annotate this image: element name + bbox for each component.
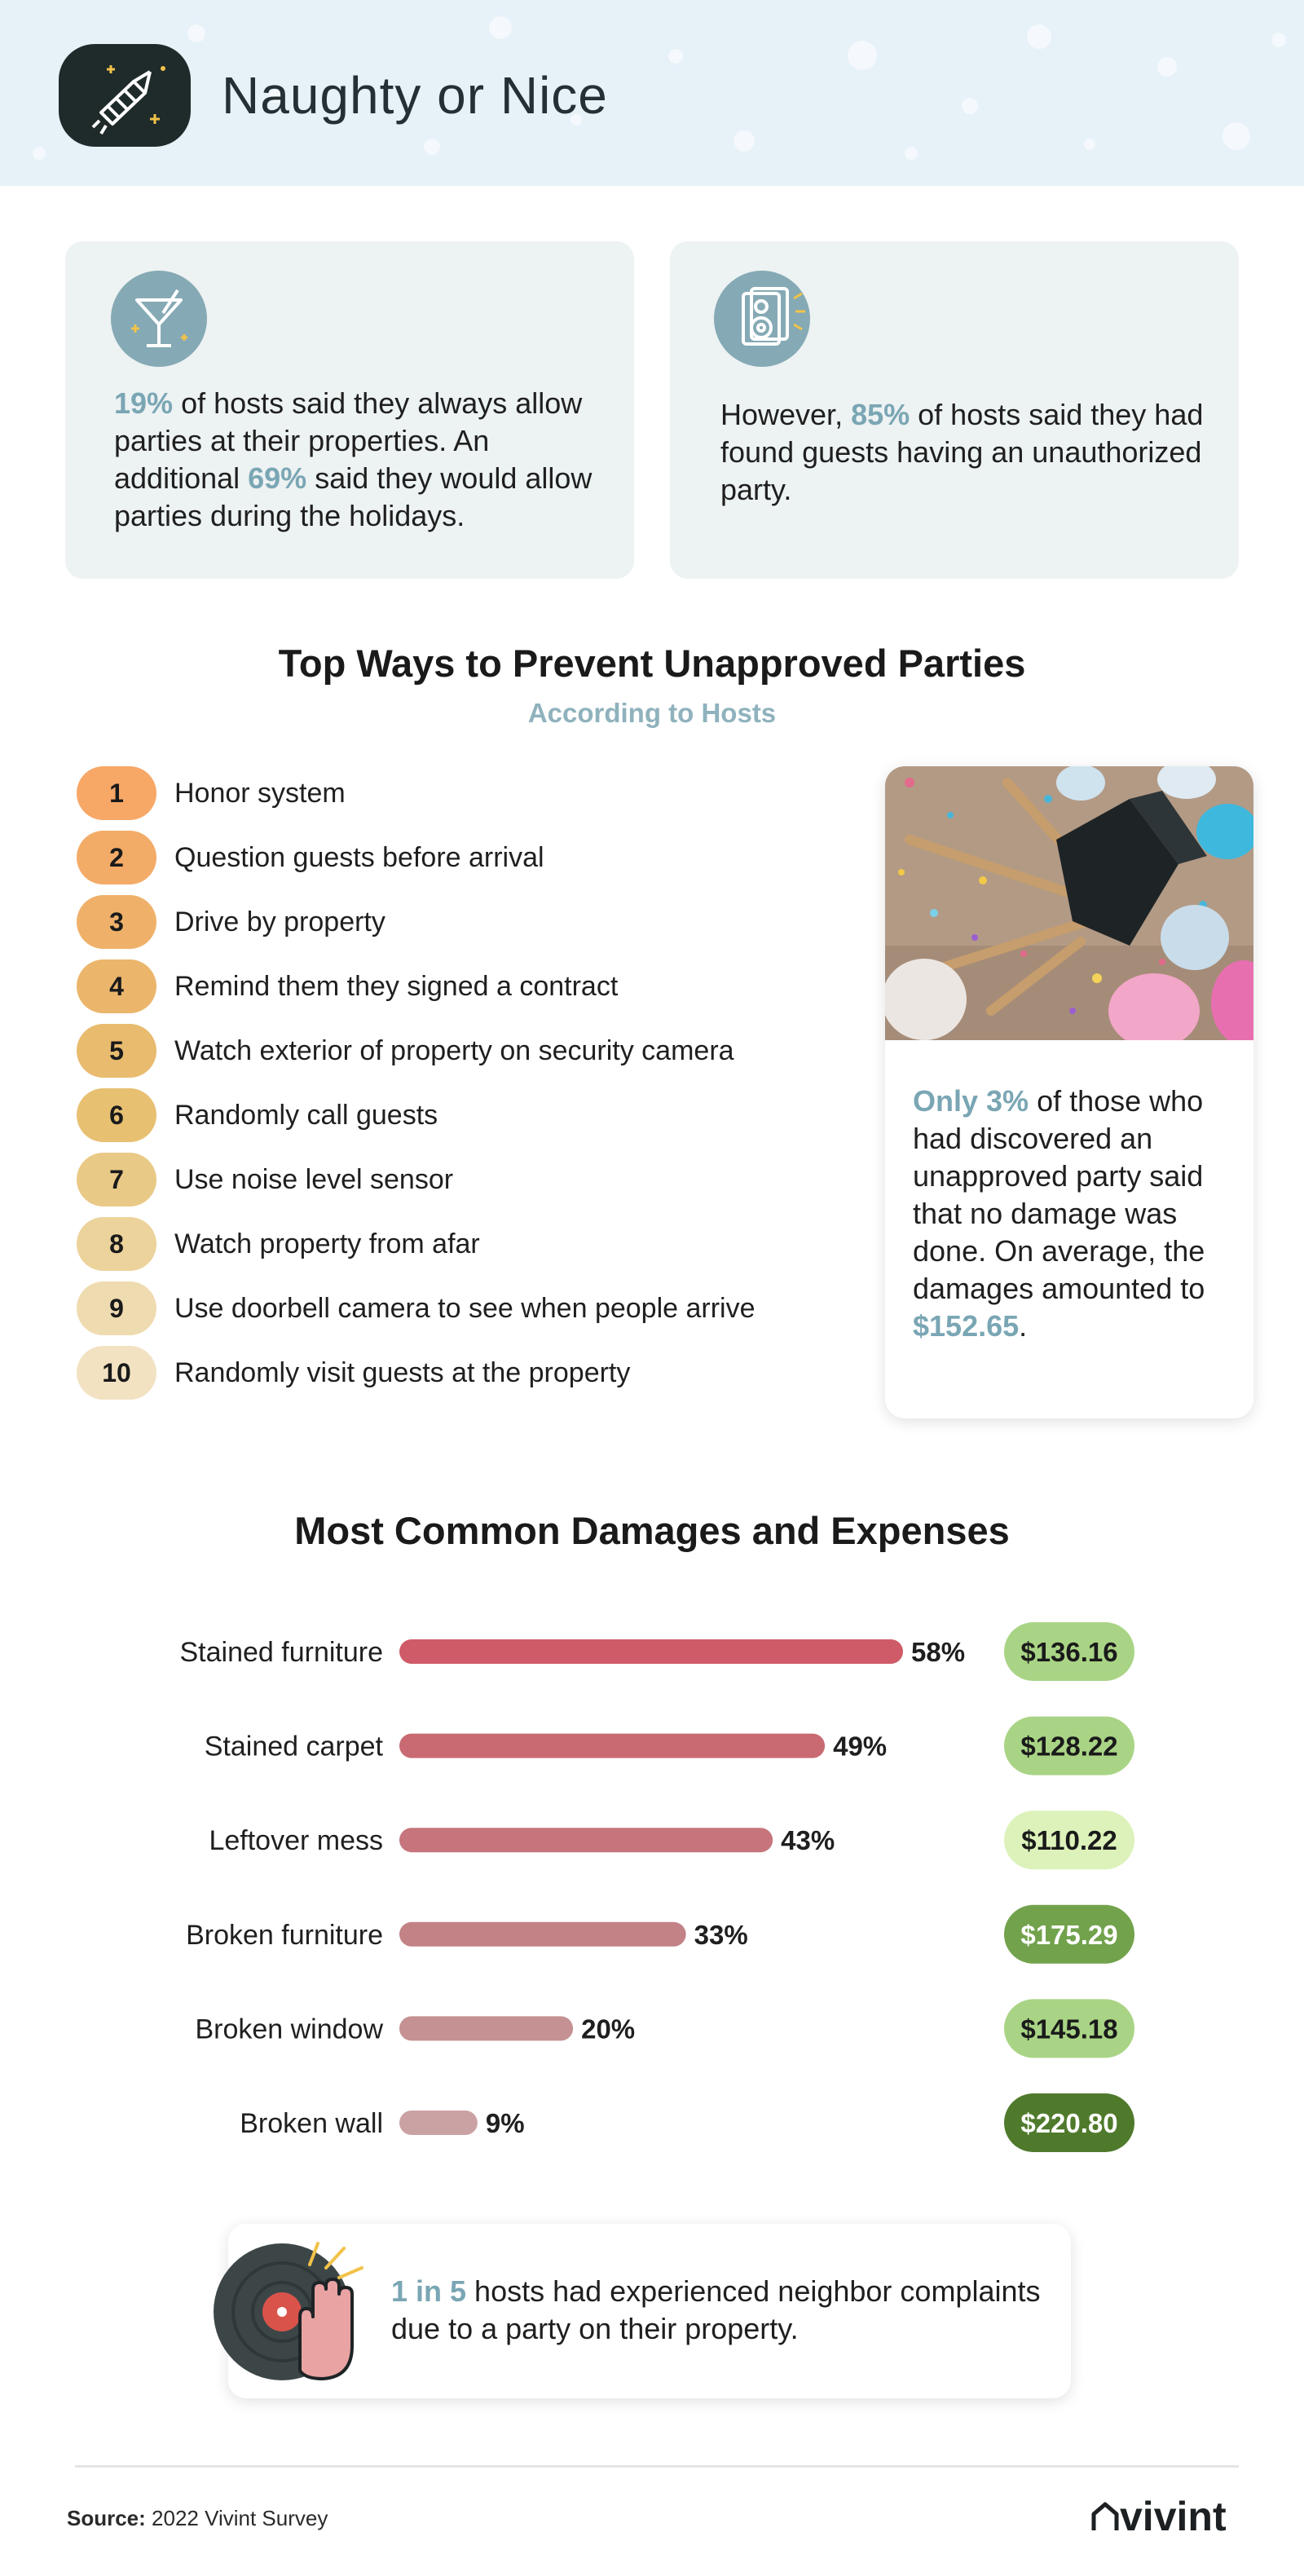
rank-badge: 1 bbox=[77, 766, 156, 820]
text-segment: of hosts said they always allow parties … bbox=[114, 386, 583, 495]
text-segment: of hosts said they had found guests havi… bbox=[720, 398, 1204, 506]
cost-badge bbox=[1004, 1716, 1134, 1775]
text-segment: . bbox=[1019, 1309, 1028, 1343]
photo-card: Only 3% of those who had discovered an u… bbox=[885, 766, 1253, 1418]
percent-label: 33% bbox=[694, 1920, 748, 1950]
cost-badge bbox=[1004, 1811, 1134, 1870]
brand-logo: vivint bbox=[1090, 2493, 1227, 2540]
damage-bar bbox=[399, 2111, 478, 2135]
rank-label: Question guests before arrival bbox=[174, 842, 544, 873]
rank-badge: 7 bbox=[77, 1153, 156, 1206]
rank-badge: 6 bbox=[77, 1088, 156, 1142]
logo-badge bbox=[59, 44, 191, 147]
rank-label: Watch property from afar bbox=[174, 1228, 480, 1259]
party-mess-photo bbox=[885, 766, 1253, 1040]
stat-card-unauthorized-party: However, 85% of hosts said they had foun… bbox=[670, 241, 1239, 579]
cost-label: $145.18 bbox=[1020, 2014, 1117, 2044]
cost-badge bbox=[1004, 1999, 1134, 2058]
cost-label: $110.22 bbox=[1021, 1825, 1117, 1855]
highlight-value: Only 3% bbox=[913, 1084, 1029, 1118]
rank-badge: 10 bbox=[77, 1346, 156, 1400]
rank-label: Randomly visit guests at the property bbox=[174, 1357, 631, 1388]
record-stop-hand-icon bbox=[214, 2242, 363, 2380]
cost-label: $220.80 bbox=[1020, 2108, 1117, 2138]
damage-bar bbox=[399, 1828, 773, 1853]
category-label: Broken wall bbox=[240, 2108, 383, 2139]
category-label: Stained furniture bbox=[180, 1637, 384, 1668]
damages-section-title: Most Common Damages and Expenses bbox=[294, 1509, 1010, 1552]
cost-badge bbox=[1004, 1622, 1134, 1681]
rank-badge: 9 bbox=[77, 1281, 156, 1335]
brand-name: vivint bbox=[1120, 2494, 1227, 2539]
highlight-value: $152.65 bbox=[913, 1309, 1020, 1343]
rank-badge: 8 bbox=[77, 1217, 156, 1271]
rank-badge: 5 bbox=[77, 1024, 156, 1078]
martini-glass-icon bbox=[111, 271, 207, 367]
percent-label: 20% bbox=[581, 2014, 635, 2044]
rank-label: Honor system bbox=[174, 778, 346, 809]
prevent-section-title: Top Ways to Prevent Unapproved Parties bbox=[278, 642, 1026, 685]
page-title: Naughty or Nice bbox=[222, 66, 608, 125]
header-banner bbox=[0, 0, 1304, 186]
speaker-icon bbox=[714, 271, 810, 367]
damage-bar bbox=[399, 1921, 686, 1947]
category-label: Leftover mess bbox=[209, 1825, 383, 1856]
cost-label: $136.16 bbox=[1020, 1637, 1117, 1667]
text-segment: said they would allow parties during the… bbox=[114, 461, 593, 532]
percent-label: 58% bbox=[911, 1637, 965, 1667]
stat-text-allow-parties: 19% of hosts said they always allow part… bbox=[114, 385, 619, 535]
prevent-section-subtitle: According to Hosts bbox=[527, 698, 777, 728]
highlight-value: 85% bbox=[851, 398, 910, 431]
damage-bar bbox=[399, 1639, 903, 1664]
highlight-value: 19% bbox=[114, 386, 174, 420]
source-note: Source: 2022 Vivint Survey bbox=[67, 2506, 328, 2531]
damage-bar bbox=[399, 2016, 574, 2041]
stat-text-unauthorized-party: However, 85% of hosts said they had foun… bbox=[720, 396, 1226, 509]
firework-rocket-icon bbox=[91, 65, 165, 135]
highlight-value: 69% bbox=[248, 461, 307, 495]
rank-badge: 3 bbox=[77, 895, 156, 949]
category-label: Stained carpet bbox=[205, 1731, 384, 1762]
percent-label: 43% bbox=[781, 1825, 835, 1855]
rank-label: Use doorbell camera to see when people a… bbox=[174, 1293, 756, 1324]
rank-label: Remind them they signed a contract bbox=[174, 971, 619, 1002]
cost-badge bbox=[1004, 1904, 1134, 1964]
rank-label: Watch exterior of property on security c… bbox=[174, 1035, 734, 1066]
damage-bar bbox=[399, 1733, 826, 1758]
photo-card-text: Only 3% of those who had discovered an u… bbox=[913, 1083, 1239, 1345]
source-label: Source: bbox=[67, 2506, 146, 2530]
neighbor-complaints-text: 1 in 5 hosts had experienced neighbor co… bbox=[391, 2273, 1060, 2348]
category-label: Broken furniture bbox=[186, 1920, 383, 1951]
source-text: 2022 Vivint Survey bbox=[145, 2506, 328, 2530]
percent-label: 9% bbox=[486, 2108, 525, 2138]
neighbor-complaints-box: 1 in 5 hosts had experienced neighbor co… bbox=[228, 2224, 1071, 2398]
cost-badge bbox=[1004, 2093, 1134, 2152]
rank-label: Use noise level sensor bbox=[174, 1164, 454, 1195]
text-segment: hosts had experienced neighbor complaint… bbox=[391, 2274, 1041, 2345]
cost-label: $128.22 bbox=[1020, 1731, 1117, 1762]
text-segment: However, bbox=[720, 398, 852, 431]
rank-label: Randomly call guests bbox=[174, 1100, 438, 1131]
footer-divider bbox=[75, 2465, 1239, 2468]
highlight-value: 1 in 5 bbox=[391, 2274, 467, 2308]
percent-label: 49% bbox=[833, 1731, 887, 1762]
stat-card-allow-parties: 19% of hosts said they always allow part… bbox=[65, 241, 634, 579]
category-label: Broken window bbox=[195, 2014, 383, 2044]
rank-badge: 2 bbox=[77, 831, 156, 884]
cost-label: $175.29 bbox=[1020, 1920, 1117, 1950]
rank-badge: 4 bbox=[77, 959, 156, 1013]
damages-chart: Stained furniture 58% $136.16 Stained carpe… bbox=[180, 1622, 1134, 2152]
rank-label: Drive by property bbox=[174, 906, 385, 937]
house-outline-icon bbox=[1091, 2502, 1119, 2530]
text-segment: of those who had discovered an unapprove… bbox=[913, 1084, 1205, 1305]
